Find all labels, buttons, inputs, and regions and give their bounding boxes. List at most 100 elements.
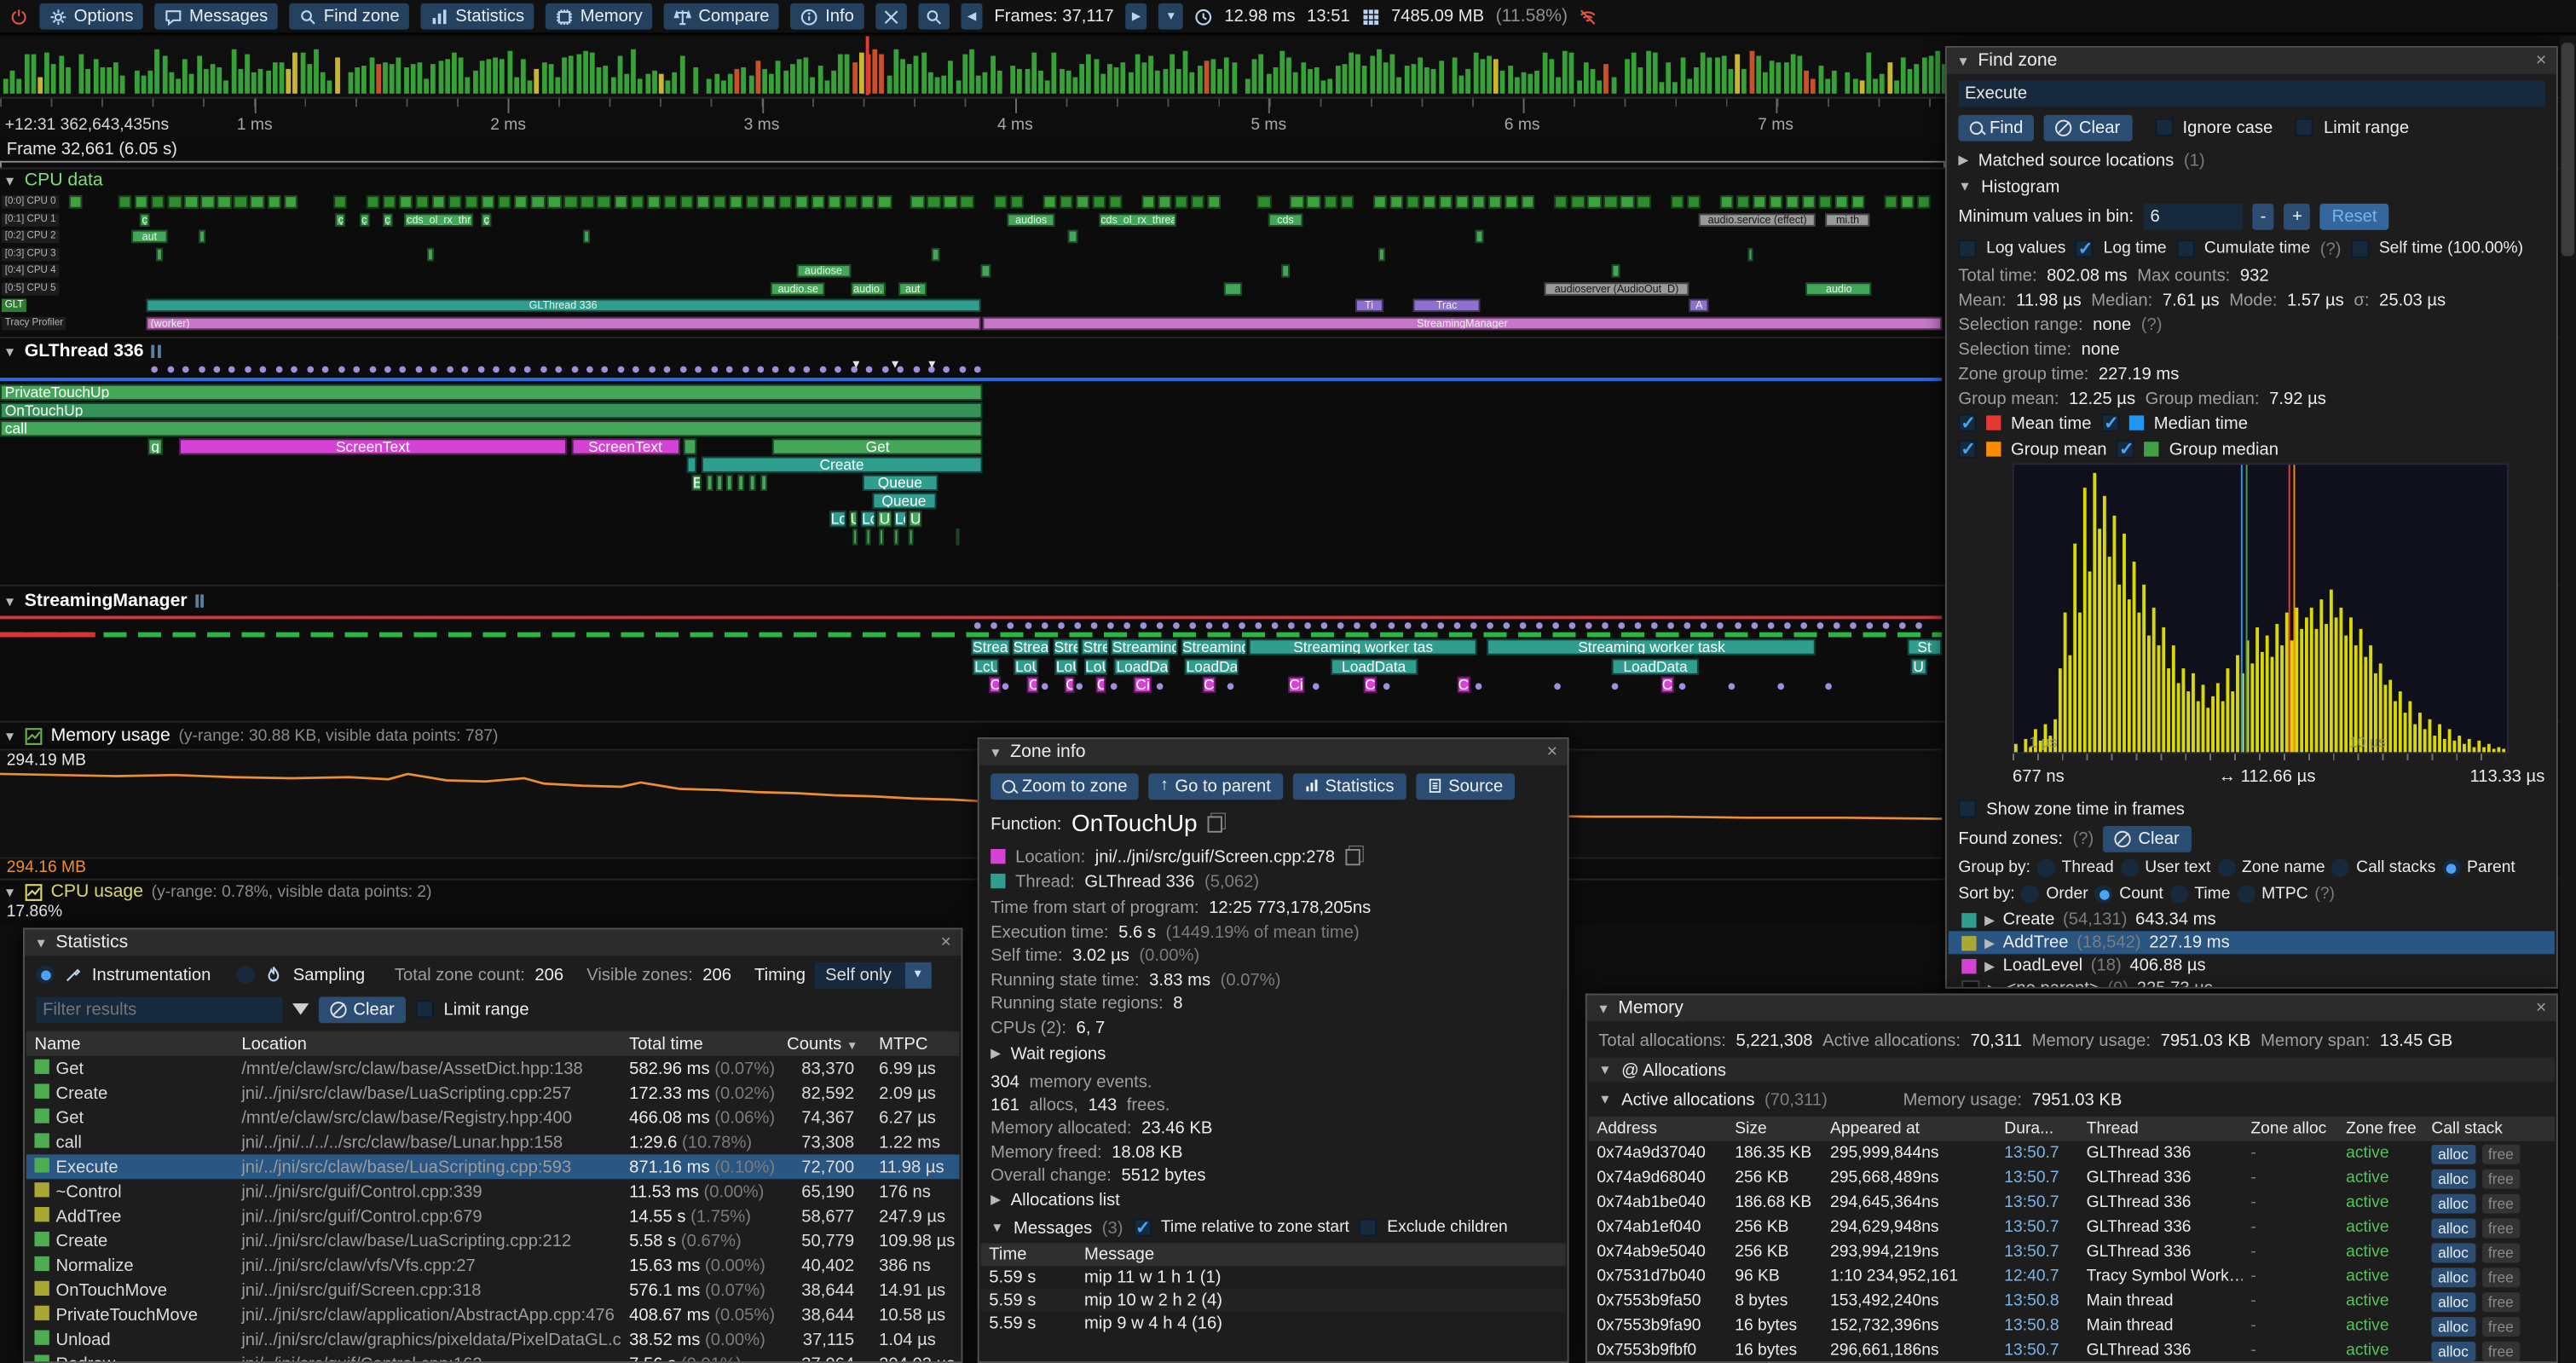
frame-bar[interactable] (1389, 54, 1395, 94)
main-scrollbar[interactable] (2559, 36, 2576, 1363)
message-dot[interactable] (508, 366, 516, 373)
ghost-zones-icon[interactable] (195, 594, 205, 608)
frame-bar[interactable] (1342, 64, 1347, 94)
cpu-zone[interactable] (1378, 246, 1385, 261)
frame-bar[interactable] (245, 54, 250, 94)
message-dot[interactable] (1404, 622, 1411, 629)
cpu-zone[interactable] (1587, 195, 1602, 209)
frame-bar[interactable] (93, 58, 98, 94)
cpu-zone[interactable] (1476, 229, 1484, 244)
frame-bar[interactable] (1376, 49, 1382, 94)
zone[interactable] (852, 528, 858, 546)
cpu-zone[interactable] (1223, 281, 1243, 295)
message-dot[interactable] (1898, 622, 1906, 629)
message-dot[interactable] (835, 366, 842, 373)
cpu-zone[interactable] (1455, 195, 1470, 209)
cpu-zone[interactable] (1141, 195, 1156, 209)
frame-bar[interactable] (1880, 73, 1886, 94)
message-dot[interactable] (1783, 622, 1791, 629)
frame-bar[interactable] (107, 67, 113, 94)
frame-bar[interactable] (217, 67, 222, 94)
frame-bar[interactable] (230, 49, 236, 94)
cumulate-time-checkbox[interactable] (2176, 240, 2195, 258)
frame-bar[interactable] (886, 74, 892, 94)
table-row[interactable]: ~Control jni/../jni/src/guif/Control.cpp:… (26, 1179, 960, 1204)
cpu-zone[interactable] (597, 195, 611, 209)
frame-bar[interactable] (817, 65, 823, 94)
frame-bar[interactable] (1072, 76, 1078, 94)
frame-bar[interactable] (24, 54, 29, 94)
cpu-zone[interactable] (877, 195, 892, 209)
frame-bar[interactable] (617, 55, 623, 94)
cpu-zone[interactable]: audioserver (AudioOut_D) (1544, 281, 1689, 295)
frame-bar[interactable] (1762, 72, 1768, 94)
cpu-zone[interactable] (1884, 195, 1898, 209)
cpu-zone[interactable] (861, 195, 875, 209)
message-dot[interactable] (1436, 622, 1444, 629)
frame-bar[interactable] (796, 59, 802, 94)
table-row[interactable]: PrivateTouchMove jni/../jni/src/claw/appl… (26, 1302, 960, 1327)
message-dot[interactable] (927, 366, 935, 373)
close-icon[interactable]: × (940, 933, 951, 953)
frame-bar[interactable] (858, 51, 864, 94)
table-row[interactable]: Normalize jni/../jni/src/claw/vfs/Vfs.cpp… (26, 1253, 960, 1278)
message-dot[interactable] (679, 366, 687, 373)
message-dot[interactable] (617, 366, 625, 373)
zone[interactable]: C (1456, 676, 1470, 693)
cpu-zone[interactable] (1785, 195, 1799, 209)
cpu-zone[interactable] (135, 195, 149, 209)
copy-icon[interactable] (1207, 815, 1222, 832)
frame-bar[interactable] (1293, 72, 1299, 94)
cpu-zone[interactable] (844, 195, 858, 209)
cpu-zone[interactable] (1620, 195, 1634, 209)
collapse-icon[interactable]: ▼ (989, 744, 1002, 760)
close-icon[interactable]: × (1546, 742, 1558, 762)
frame-bar[interactable] (1638, 67, 1644, 94)
message-dot[interactable] (974, 366, 982, 373)
allocation-row[interactable]: 0x7531d7b040 96 KB 1:10 234,952,161 12:40.7… (1589, 1264, 2555, 1289)
frame-bar[interactable] (776, 60, 782, 94)
frame-bar[interactable] (31, 54, 37, 94)
frame-bar[interactable] (265, 70, 271, 94)
collapse-icon[interactable]: ▼ (1598, 1092, 1612, 1107)
cpu-zone[interactable] (1323, 195, 1337, 209)
cpu-zone[interactable] (745, 195, 760, 209)
cpu-zone[interactable]: audio.se (771, 281, 826, 295)
message-dot[interactable] (1833, 622, 1840, 629)
message-dot[interactable] (1111, 683, 1118, 690)
cpu-zone[interactable] (1736, 195, 1750, 209)
frame-bar[interactable] (1349, 51, 1354, 94)
found-zone-group[interactable]: ▶ AddTree (18,542) 227.19 ms (1948, 931, 2555, 955)
alloc-callstack-chip[interactable]: alloc (2431, 1316, 2475, 1337)
message-dot[interactable] (1304, 622, 1312, 629)
memory-table-header[interactable]: Address Size Appeared at Dura... Thread Zone … (1588, 1117, 2555, 1141)
frame-bar[interactable] (803, 56, 809, 94)
median-time-checkbox[interactable] (2101, 412, 2120, 433)
zone[interactable]: Queue (862, 474, 939, 492)
cpu-zone[interactable] (794, 195, 809, 209)
frame-bar[interactable] (383, 61, 388, 94)
cpu-zone[interactable]: ç (382, 212, 393, 226)
frame-bar[interactable] (1155, 71, 1161, 94)
frame-bar[interactable] (1541, 52, 1547, 94)
zone[interactable]: C (1363, 676, 1378, 693)
message-dot[interactable] (182, 366, 189, 373)
frame-bar[interactable] (1328, 78, 1333, 94)
cpu-zone[interactable]: ç (481, 212, 492, 226)
frame-bar[interactable] (506, 50, 512, 94)
zone-search-input[interactable] (1958, 79, 2545, 107)
cpu-zone[interactable] (1901, 195, 1915, 209)
frame-bar[interactable] (534, 69, 540, 94)
frame-bar[interactable] (472, 71, 478, 94)
frame-bar[interactable] (189, 74, 195, 94)
cpu-zone[interactable] (283, 195, 297, 209)
zone-statistics-button[interactable]: Statistics (1291, 772, 1406, 800)
frame-bar[interactable] (1224, 57, 1230, 94)
frame-bar[interactable] (1480, 59, 1485, 94)
frame-bar[interactable] (78, 55, 84, 94)
frame-bar[interactable] (1521, 72, 1527, 94)
cpu-zone[interactable] (168, 195, 182, 209)
group-by-user-text[interactable] (2120, 858, 2139, 877)
wait-regions-row[interactable]: ▶ Wait regions (991, 1041, 1556, 1066)
find-button[interactable]: Find (1958, 113, 2035, 141)
